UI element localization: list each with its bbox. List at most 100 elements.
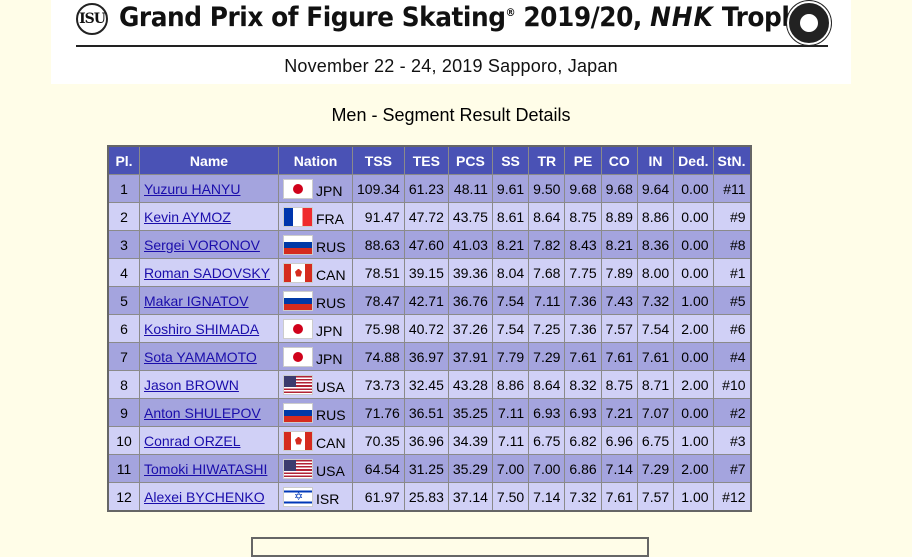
cell-ss: 7.54 <box>491 314 530 343</box>
cell-tes: 31.25 <box>403 454 449 483</box>
cell-pcs: 37.26 <box>447 314 493 343</box>
cell-place: 9 <box>107 398 140 427</box>
cell-co: 7.61 <box>600 342 638 371</box>
table-header-row: Pl. Name Nation TSS TES PCS SS TR PE CO … <box>107 145 752 175</box>
cell-ss: 7.50 <box>491 482 530 512</box>
cell-pe: 8.75 <box>564 202 602 231</box>
skater-link[interactable]: Makar IGNATOV <box>144 292 249 309</box>
cell-name: Roman SADOVSKY <box>139 258 279 287</box>
flag-jpn-icon <box>283 346 313 367</box>
cell-place: 5 <box>107 286 140 315</box>
skater-link[interactable]: Sota YAMAMOTO <box>144 348 257 365</box>
cell-ss: 7.54 <box>491 286 530 315</box>
cell-ss: 8.21 <box>491 230 530 259</box>
header-tr: TR <box>528 145 566 175</box>
cell-ded: 2.00 <box>673 314 714 343</box>
cell-ss: 8.04 <box>491 258 530 287</box>
header-stn: StN. <box>712 145 752 175</box>
cell-co: 8.75 <box>600 370 638 399</box>
header-in: IN <box>636 145 675 175</box>
cell-pe: 9.68 <box>564 174 602 203</box>
cell-pe: 7.75 <box>564 258 602 287</box>
registered-mark: ® <box>505 6 516 19</box>
page-title: Men - Segment Result Details <box>331 105 571 125</box>
cell-tss: 64.54 <box>352 454 405 483</box>
cell-pcs: 36.76 <box>447 286 493 315</box>
cell-co: 7.57 <box>600 314 638 343</box>
header-co: CO <box>600 145 638 175</box>
cell-pcs: 35.29 <box>447 454 493 483</box>
nation-code: RUS <box>316 238 346 255</box>
cell-co: 7.14 <box>600 454 638 483</box>
cell-place: 7 <box>107 342 140 371</box>
cell-nation: JPN <box>278 174 353 203</box>
cell-in: 8.86 <box>636 202 675 231</box>
cell-ded: 2.00 <box>673 370 714 399</box>
cell-ss: 7.00 <box>491 454 530 483</box>
table-row: 7 Sota YAMAMOTO JPN 74.88 36.97 37.91 7.79 7.29… <box>107 342 752 371</box>
cell-tr: 6.93 <box>528 398 566 427</box>
cell-ded: 1.00 <box>673 426 714 455</box>
skater-link[interactable]: Koshiro SHIMADA <box>144 320 260 337</box>
cell-tr: 9.50 <box>528 174 566 203</box>
cell-tes: 61.23 <box>403 174 449 203</box>
event-dates-location: November 22 - 24, 2019 Sapporo, Japan <box>284 56 618 76</box>
header-pe: PE <box>564 145 602 175</box>
cell-stn: #2 <box>712 398 752 427</box>
skater-link[interactable]: Conrad ORZEL <box>144 432 241 449</box>
cell-tr: 8.64 <box>528 202 566 231</box>
cell-name: Sergei VORONOV <box>139 230 279 259</box>
cell-in: 7.32 <box>636 286 675 315</box>
header-pcs: PCS <box>447 145 493 175</box>
nation-code: CAN <box>316 434 346 451</box>
cell-ss: 9.61 <box>491 174 530 203</box>
table-row: 6 Koshiro SHIMADA JPN 75.98 40.72 37.26 7.54 7.… <box>107 314 752 343</box>
cell-ded: 0.00 <box>673 174 714 203</box>
cell-tr: 7.00 <box>528 454 566 483</box>
title-main: Grand Prix of Figure Skating <box>119 2 506 33</box>
skater-link[interactable]: Alexei BYCHENKO <box>144 488 265 505</box>
cell-stn: #12 <box>712 482 752 512</box>
cell-place: 4 <box>107 258 140 287</box>
cell-tss: 75.98 <box>352 314 405 343</box>
cell-place: 2 <box>107 202 140 231</box>
cell-in: 7.07 <box>636 398 675 427</box>
skater-link[interactable]: Tomoki HIWATASHI <box>144 460 268 477</box>
cell-ss: 8.61 <box>491 202 530 231</box>
cell-tss: 78.47 <box>352 286 405 315</box>
cell-tss: 61.97 <box>352 482 405 512</box>
cell-name: Tomoki HIWATASHI <box>139 454 279 483</box>
header-name: Name <box>139 145 279 175</box>
table-row: 10 Conrad ORZEL CAN 70.35 36.96 34.39 7.11 6.75… <box>107 426 752 455</box>
skater-link[interactable]: Roman SADOVSKY <box>144 264 271 281</box>
cell-in: 8.71 <box>636 370 675 399</box>
skater-link[interactable]: Yuzuru HANYU <box>144 180 241 197</box>
cell-nation: CAN <box>278 258 353 287</box>
cell-ss: 8.86 <box>491 370 530 399</box>
cell-tss: 74.88 <box>352 342 405 371</box>
nhk-brand: NHK <box>650 2 714 33</box>
skater-link[interactable]: Kevin AYMOZ <box>144 208 231 225</box>
isu-logo: ISU <box>76 3 108 35</box>
cell-ded: 0.00 <box>673 202 714 231</box>
cell-ss: 7.79 <box>491 342 530 371</box>
table-row: 2 Kevin AYMOZ FRA 91.47 47.72 43.75 8.61 8.64 8.… <box>107 202 752 231</box>
cell-place: 11 <box>107 454 140 483</box>
skater-link[interactable]: Sergei VORONOV <box>144 236 260 253</box>
cell-pcs: 41.03 <box>447 230 493 259</box>
cell-stn: #8 <box>712 230 752 259</box>
cell-pe: 7.32 <box>564 482 602 512</box>
cell-nation: USA <box>278 370 353 399</box>
flag-can-icon <box>283 430 313 451</box>
skater-link[interactable]: Jason BROWN <box>144 376 239 393</box>
table-row: 5 Makar IGNATOV RUS 78.47 42.71 36.76 7.54 7.11… <box>107 286 752 315</box>
skater-link[interactable]: Anton SHULEPOV <box>144 404 261 421</box>
cell-co: 7.61 <box>600 482 638 512</box>
cell-ded: 2.00 <box>673 454 714 483</box>
cell-name: Kevin AYMOZ <box>139 202 279 231</box>
cell-co: 8.89 <box>600 202 638 231</box>
cell-pcs: 43.75 <box>447 202 493 231</box>
cell-name: Makar IGNATOV <box>139 286 279 315</box>
cell-pe: 7.36 <box>564 314 602 343</box>
